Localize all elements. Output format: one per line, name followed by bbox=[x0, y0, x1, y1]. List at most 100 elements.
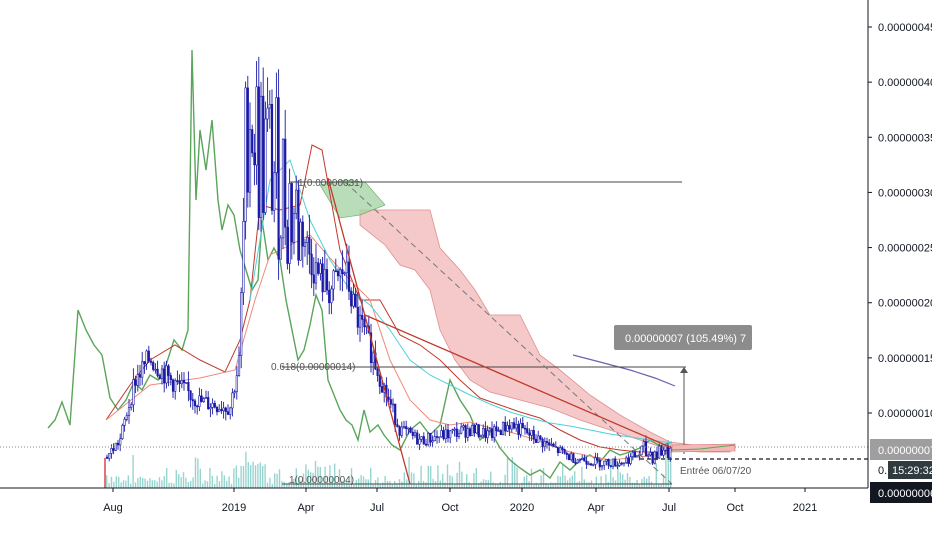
volume-bar bbox=[329, 465, 331, 488]
volume-bar bbox=[638, 483, 641, 488]
candle-body bbox=[233, 391, 236, 394]
volume-bar bbox=[146, 480, 149, 488]
candle-body bbox=[666, 445, 670, 458]
volume-bar bbox=[653, 483, 655, 488]
countdown-text: 15:29:32 bbox=[892, 465, 932, 477]
candle-body bbox=[288, 183, 291, 264]
candle-body bbox=[508, 425, 511, 430]
ma-line bbox=[105, 234, 673, 461]
candle-body bbox=[396, 424, 399, 428]
last-price-text: 0.00000007 bbox=[878, 445, 932, 457]
volume-bar bbox=[314, 461, 317, 488]
volume-bar bbox=[226, 480, 228, 488]
candle-body bbox=[211, 402, 214, 408]
volume-bar bbox=[283, 481, 285, 488]
volume-bar bbox=[607, 482, 609, 488]
volume-bar bbox=[463, 482, 465, 488]
candle-body bbox=[154, 368, 157, 371]
volume-bar bbox=[670, 441, 672, 488]
candle-body bbox=[510, 422, 513, 430]
candle-body bbox=[178, 380, 181, 384]
candle-body bbox=[156, 368, 159, 376]
volume-bar bbox=[511, 457, 513, 488]
candle-body bbox=[479, 434, 483, 437]
candle-body bbox=[548, 442, 551, 446]
candle-body bbox=[600, 465, 604, 468]
candle-body bbox=[460, 426, 463, 434]
volume-bar bbox=[238, 477, 240, 488]
candle-body bbox=[642, 441, 645, 447]
candle-body bbox=[625, 457, 628, 464]
candle-body bbox=[279, 237, 282, 260]
candle-body bbox=[363, 319, 366, 328]
candle-body bbox=[493, 426, 496, 439]
volume-bar bbox=[254, 465, 257, 488]
candle-body bbox=[446, 429, 450, 439]
volume-bar bbox=[259, 462, 261, 488]
candle-body bbox=[468, 428, 472, 436]
volume-bar bbox=[278, 469, 281, 488]
candle-body bbox=[330, 288, 333, 304]
volume-bar bbox=[187, 482, 189, 488]
volume-bar bbox=[545, 483, 547, 488]
candle-body bbox=[303, 242, 307, 247]
candle-body bbox=[284, 138, 287, 228]
candle-body bbox=[636, 455, 639, 458]
candle-body bbox=[631, 452, 634, 457]
candle-body bbox=[264, 118, 267, 213]
candle-body bbox=[389, 399, 392, 405]
candle-body bbox=[607, 459, 610, 466]
volume-bar bbox=[494, 484, 497, 488]
candle-body bbox=[512, 422, 516, 429]
candle-body bbox=[105, 456, 109, 459]
candle-body bbox=[528, 432, 531, 436]
candle-body bbox=[325, 269, 329, 291]
candle-body bbox=[277, 97, 280, 260]
volume-bar bbox=[211, 475, 213, 488]
candle-body bbox=[312, 274, 315, 284]
x-axis[interactable]: Aug 2019 Apr Jul Oct 2020 Apr Jul Oct 2021 bbox=[103, 488, 817, 514]
candle-body bbox=[132, 379, 135, 406]
candle-body bbox=[576, 459, 579, 463]
volume-bar bbox=[175, 469, 177, 488]
candle-body bbox=[486, 430, 489, 439]
volume-bar bbox=[262, 466, 264, 488]
candle-body bbox=[143, 361, 146, 365]
volume-bar bbox=[650, 481, 653, 488]
volume-bar bbox=[202, 483, 204, 488]
candle-body bbox=[231, 392, 234, 409]
candle-body bbox=[380, 386, 384, 393]
candle-body bbox=[125, 415, 128, 420]
candle-body bbox=[290, 183, 293, 243]
volume-bar bbox=[509, 484, 511, 488]
volume-bar bbox=[125, 480, 127, 488]
volume-bar bbox=[420, 465, 422, 488]
volume-bar bbox=[326, 475, 329, 488]
volume-bar bbox=[185, 477, 187, 488]
volume-bar bbox=[559, 476, 561, 488]
volume-bar bbox=[660, 483, 662, 488]
candle-body bbox=[202, 398, 205, 403]
red-trendline bbox=[364, 314, 673, 449]
volume-bar bbox=[605, 474, 607, 488]
volume-bar bbox=[588, 482, 590, 488]
candle-body bbox=[431, 440, 434, 443]
candle-body bbox=[455, 428, 458, 437]
candle-body bbox=[627, 457, 630, 464]
fib-label-top: 1(0.00000031) bbox=[298, 178, 363, 189]
y-axis[interactable]: 0.00000045 0.00000040 0.00000035 0.00000030… bbox=[868, 22, 932, 420]
volume-bar bbox=[158, 477, 161, 488]
volume-bar bbox=[170, 482, 173, 488]
measure-label-bg bbox=[614, 325, 752, 350]
volume-bar bbox=[518, 483, 521, 488]
candle-body bbox=[534, 438, 538, 443]
volume-bar bbox=[667, 439, 669, 488]
volume-bar bbox=[389, 481, 391, 488]
volume-bar bbox=[358, 478, 360, 488]
cloud-red bbox=[359, 209, 731, 453]
candle-body bbox=[598, 459, 601, 468]
volume-bar bbox=[396, 483, 398, 488]
volume-bar bbox=[576, 482, 578, 488]
measure-label[interactable]: 0.00000007 (105.49%) 7 bbox=[614, 325, 752, 350]
